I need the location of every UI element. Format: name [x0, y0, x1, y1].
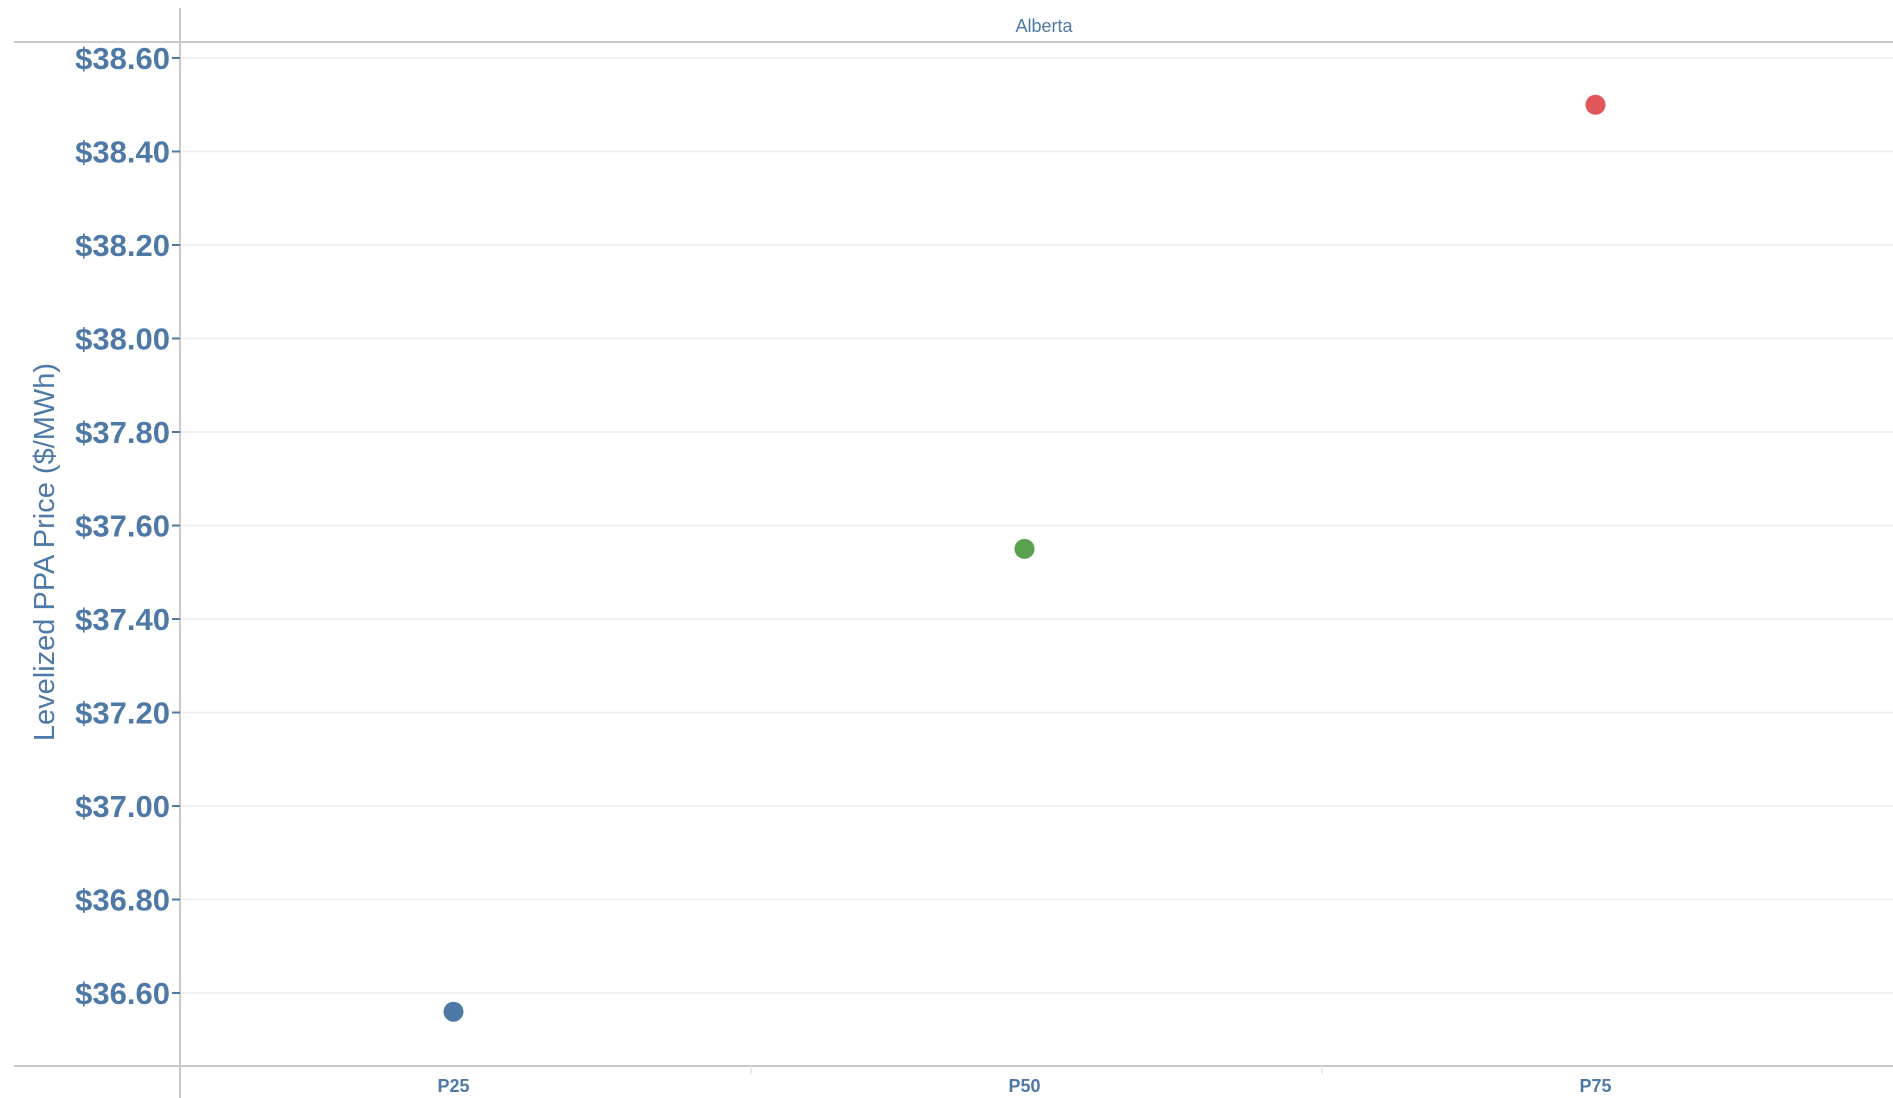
x-tick-layer: P25 P50 P75 — [437, 1076, 1611, 1096]
y-tick-label: $37.00 — [75, 789, 170, 824]
y-axis-title: Levelized PPA Price ($/MWh) — [29, 363, 61, 741]
data-point-p50[interactable] — [1014, 538, 1035, 559]
y-tick-label: $38.40 — [75, 135, 170, 170]
y-tick-label: $37.20 — [75, 696, 170, 731]
axis-layer — [14, 8, 1893, 1098]
y-tick-label: $36.80 — [75, 883, 170, 918]
y-tick-label: $38.00 — [75, 322, 170, 357]
x-tick-label: P75 — [1579, 1076, 1611, 1096]
grid-layer — [180, 57, 1893, 994]
y-tick-label: $38.20 — [75, 228, 170, 263]
data-point-p25[interactable] — [443, 1001, 464, 1022]
x-tick-label: P25 — [437, 1076, 469, 1096]
y-tick-label: $37.40 — [75, 602, 170, 637]
y-tick-label: $38.60 — [75, 41, 170, 76]
x-tick-label: P50 — [1008, 1076, 1040, 1096]
panel-header: Alberta — [1015, 16, 1073, 36]
data-point-p75[interactable] — [1585, 94, 1606, 115]
y-tick-label: $37.60 — [75, 509, 170, 544]
y-tick-label: $37.80 — [75, 415, 170, 450]
y-tick-layer: $36.60 $36.80 $37.00 $37.20 $37.40 $37.60 $37.… — [75, 41, 180, 1011]
y-tick-label: $36.60 — [75, 976, 170, 1011]
point-layer — [443, 94, 1606, 1022]
